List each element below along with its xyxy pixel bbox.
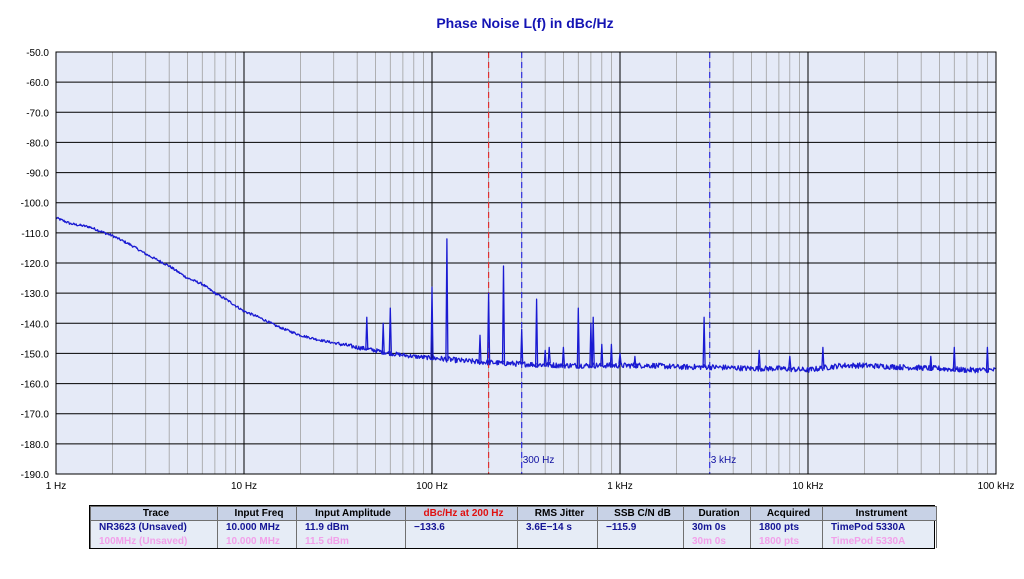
y-tick-label: -190.0: [21, 470, 50, 481]
y-tick-label: -160.0: [21, 380, 50, 391]
table-cell: [517, 534, 598, 548]
plot-frame: [55, 51, 997, 475]
table-cell: NR3623 (Unsaved): [90, 520, 218, 535]
y-tick-label: -50.0: [26, 48, 49, 59]
column-header: RMS Jitter: [517, 506, 598, 521]
table-cell: 11.9 dBm: [296, 520, 406, 535]
table-cell: [405, 534, 518, 548]
y-tick-label: -130.0: [21, 289, 50, 300]
y-tick-label: -170.0: [21, 410, 50, 421]
table-cell: 1800 pts: [750, 520, 823, 535]
column-header: Acquired: [750, 506, 823, 521]
chart-title: Phase Noise L(f) in dBc/Hz: [436, 15, 613, 31]
column-header: Trace: [90, 506, 218, 521]
column-header: Duration: [683, 506, 751, 521]
y-tick-label: -60.0: [26, 78, 49, 89]
summary-header-row: Trace Input Freq Input Amplitude dBc/Hz at …: [90, 506, 937, 521]
y-tick-label: -80.0: [26, 138, 49, 149]
marker-label: 300 Hz: [523, 455, 555, 466]
y-tick-label: -100.0: [21, 199, 50, 210]
table-cell: 11.5 dBm: [296, 534, 406, 548]
table-row: 100MHz (Unsaved) 10.000 MHz 11.5 dBm 30m 0s…: [90, 534, 937, 548]
table-cell: 10.000 MHz: [217, 534, 297, 548]
trace-line: [55, 216, 996, 374]
table-cell: 100MHz (Unsaved): [90, 534, 218, 548]
marker-label: 3 kHz: [711, 455, 737, 466]
y-tick-label: -140.0: [21, 319, 50, 330]
x-tick-label: 1 Hz: [46, 481, 67, 492]
x-tick-label: 100 kHz: [978, 481, 1015, 492]
y-axis-tick-labels: -50.0 -60.0 -70.0 -80.0 -90.0 -100.0 -110.0 -12…: [21, 48, 50, 481]
y-tick-label: -120.0: [21, 259, 50, 270]
table-cell: [597, 534, 684, 548]
column-header: Input Amplitude: [296, 506, 406, 521]
table-row: NR3623 (Unsaved) 10.000 MHz 11.9 dBm −133.6…: [90, 520, 937, 535]
x-axis-tick-labels: 1 Hz 10 Hz 100 Hz 1 kHz 10 kHz 100 kHz: [46, 481, 1015, 492]
table-cell: −115.9: [597, 520, 684, 535]
table-cell: 10.000 MHz: [217, 520, 297, 535]
frequency-markers: 300 Hz 3 kHz: [487, 52, 737, 474]
y-tick-label: -180.0: [21, 440, 50, 451]
y-tick-label: -90.0: [26, 169, 49, 180]
column-header: Instrument: [822, 506, 937, 521]
traces: [55, 216, 996, 374]
column-header: SSB C/N dB: [597, 506, 684, 521]
table-cell: 30m 0s: [683, 520, 751, 535]
table-cell: 1800 pts: [750, 534, 823, 548]
summary-table: Trace Input Freq Input Amplitude dBc/Hz at …: [89, 505, 937, 549]
y-tick-label: -70.0: [26, 108, 49, 119]
y-tick-label: -150.0: [21, 349, 50, 360]
table-cell: −133.6: [405, 520, 518, 535]
y-tick-label: -110.0: [21, 229, 49, 240]
table-cell: TimePod 5330A: [822, 534, 937, 548]
table-cell: 3.6E−14 s: [517, 520, 598, 535]
column-header: dBc/Hz at 200 Hz: [405, 506, 518, 521]
x-tick-label: 10 Hz: [231, 481, 257, 492]
column-header: Input Freq: [217, 506, 297, 521]
table-cell: 30m 0s: [683, 534, 751, 548]
x-tick-label: 100 Hz: [416, 481, 448, 492]
grid-lines: [56, 52, 996, 474]
table-cell: TimePod 5330A: [822, 520, 937, 535]
x-tick-label: 1 kHz: [607, 481, 633, 492]
phase-noise-chart: Phase Noise L(f) in dBc/Hz 300 Hz 3 kHz -…: [21, 15, 1015, 492]
x-tick-label: 10 kHz: [792, 481, 823, 492]
